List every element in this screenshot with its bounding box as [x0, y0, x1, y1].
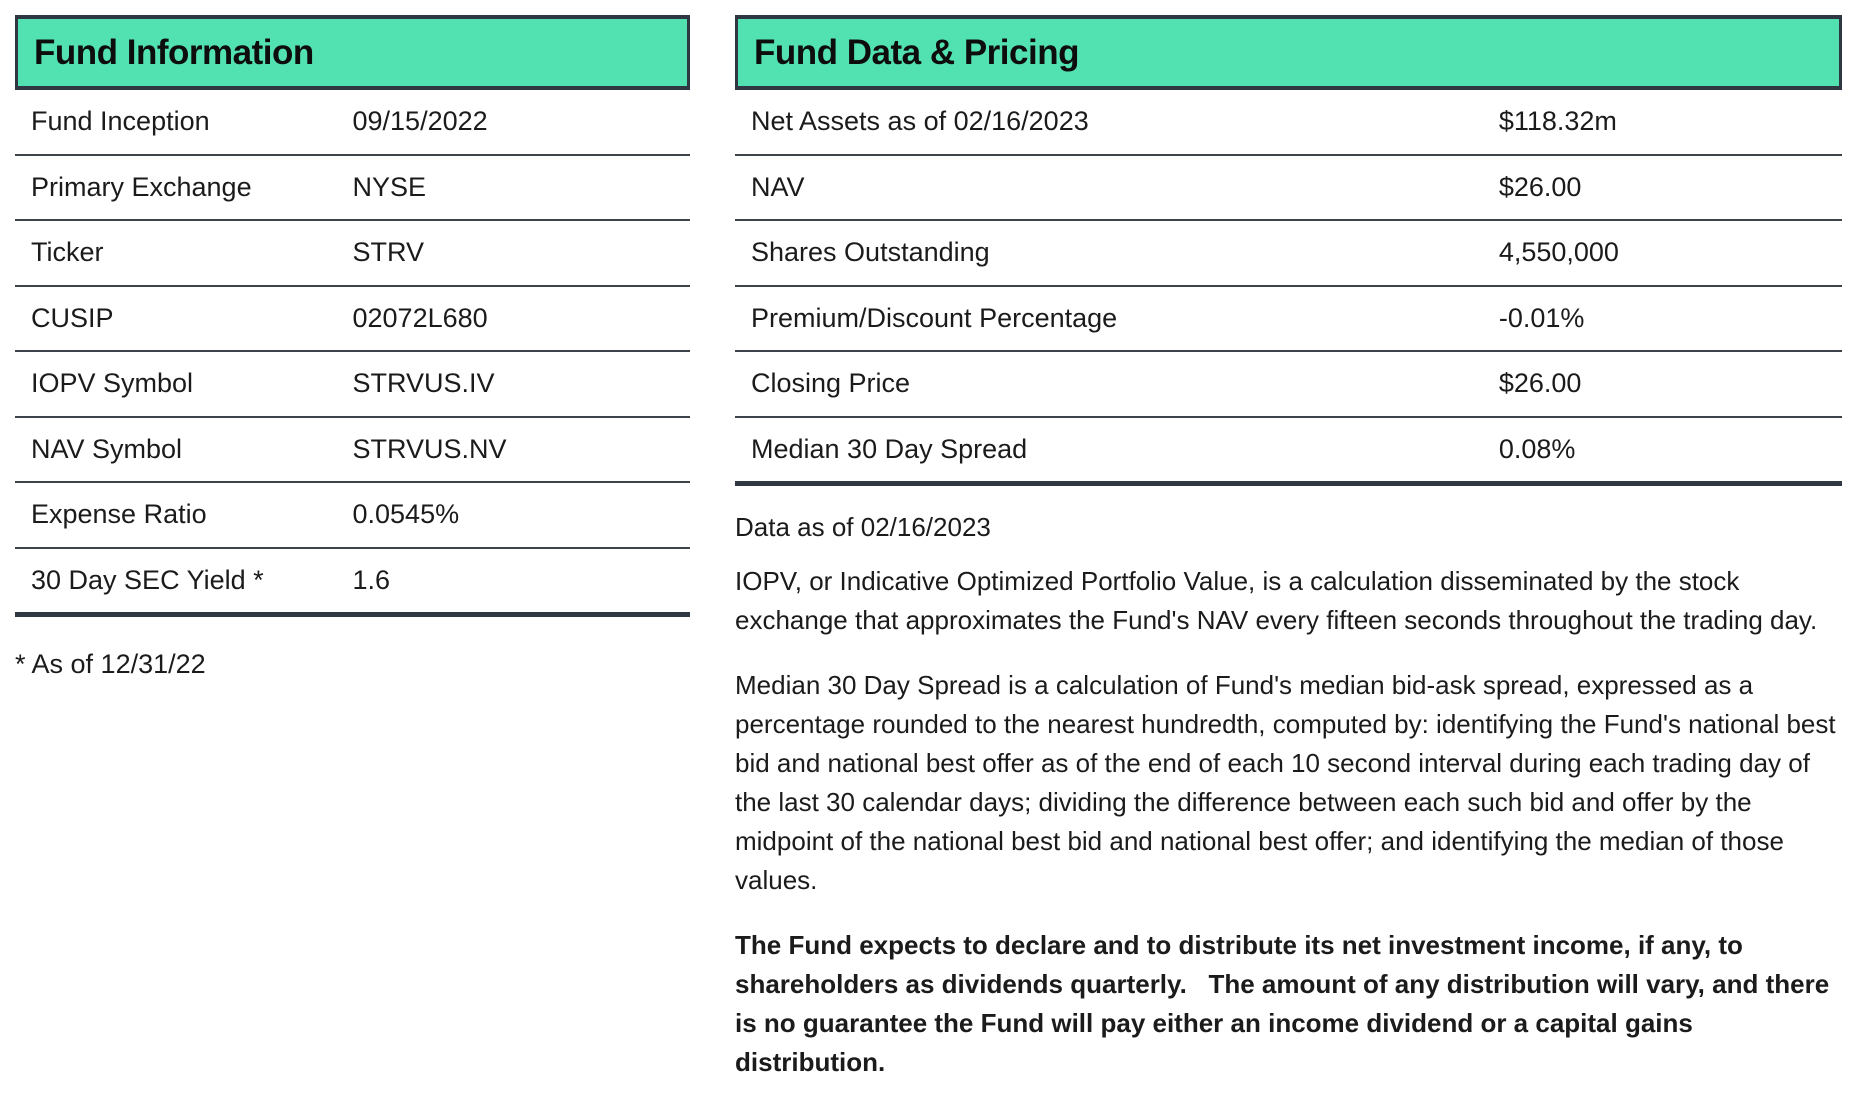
- row-value: 0.0545%: [352, 499, 460, 530]
- row-label: Expense Ratio: [31, 499, 207, 530]
- fund-information-table: Fund Information Fund Inception 09/15/20…: [15, 15, 690, 617]
- row-label: Ticker: [31, 237, 104, 268]
- fund-data-pricing-title: Fund Data & Pricing: [754, 32, 1079, 72]
- iopv-definition-paragraph: IOPV, or Indicative Optimized Portfolio …: [735, 565, 1818, 635]
- data-as-of-note: Data as of 02/16/2023: [735, 511, 991, 542]
- row-label: Closing Price: [751, 368, 911, 399]
- row-value: $26.00: [1498, 171, 1582, 202]
- table-row: 30 Day SEC Yield * 1.6: [15, 549, 690, 617]
- table-row: Expense Ratio 0.0545%: [15, 483, 690, 549]
- table-row: Shares Outstanding 4,550,000: [735, 221, 1842, 287]
- table-row: Closing Price $26.00: [735, 352, 1842, 418]
- row-label: IOPV Symbol: [31, 368, 194, 399]
- table-row: Ticker STRV: [15, 221, 690, 287]
- row-label: Median 30 Day Spread: [751, 433, 1028, 464]
- fund-data-pricing-header: Fund Data & Pricing: [735, 15, 1842, 90]
- table-row: Fund Inception 09/15/2022: [15, 90, 690, 156]
- table-row: Primary Exchange NYSE: [15, 156, 690, 221]
- row-value: 0.08%: [1498, 433, 1576, 464]
- row-label: 30 Day SEC Yield *: [31, 564, 264, 595]
- row-value: STRV: [352, 237, 425, 268]
- row-value: NYSE: [352, 171, 427, 202]
- distribution-disclosure-paragraph: The Fund expects to declare and to distr…: [735, 929, 1830, 1077]
- row-value: 1.6: [352, 564, 391, 595]
- fund-data-pricing-table: Fund Data & Pricing Net Assets as of 02/…: [735, 15, 1842, 486]
- fund-data-pricing-section: Fund Data & Pricing Net Assets as of 02/…: [735, 15, 1842, 1108]
- row-value: 02072L680: [352, 302, 488, 333]
- fund-information-section: Fund Information Fund Inception 09/15/20…: [15, 15, 690, 680]
- row-label: Primary Exchange: [31, 171, 252, 202]
- row-value: STRVUS.NV: [352, 433, 507, 464]
- row-value: $118.32m: [1498, 106, 1617, 137]
- row-label: NAV: [751, 171, 805, 202]
- row-value: $26.00: [1498, 368, 1582, 399]
- row-value: 09/15/2022: [352, 106, 488, 137]
- row-label: Premium/Discount Percentage: [751, 302, 1118, 333]
- table-row: Net Assets as of 02/16/2023 $118.32m: [735, 90, 1842, 156]
- table-row: NAV $26.00: [735, 156, 1842, 221]
- row-value: STRVUS.IV: [352, 368, 495, 399]
- row-label: Fund Inception: [31, 106, 210, 137]
- row-label: Shares Outstanding: [751, 237, 990, 268]
- fund-information-title: Fund Information: [34, 32, 314, 72]
- row-label: Net Assets as of 02/16/2023: [751, 106, 1089, 137]
- table-row: IOPV Symbol STRVUS.IV: [15, 352, 690, 418]
- row-label: CUSIP: [31, 302, 114, 333]
- table-row: Premium/Discount Percentage -0.01%: [735, 287, 1842, 352]
- row-value: -0.01%: [1498, 302, 1585, 333]
- row-label: NAV Symbol: [31, 433, 183, 464]
- fund-information-header: Fund Information: [15, 15, 690, 90]
- table-row: NAV Symbol STRVUS.NV: [15, 418, 690, 483]
- median-spread-definition-paragraph: Median 30 Day Spread is a calculation of…: [735, 669, 1836, 895]
- table-row: Median 30 Day Spread 0.08%: [735, 418, 1842, 486]
- table-row: CUSIP 02072L680: [15, 287, 690, 352]
- row-value: 4,550,000: [1498, 237, 1619, 268]
- sec-yield-footnote: * As of 12/31/22: [15, 648, 206, 679]
